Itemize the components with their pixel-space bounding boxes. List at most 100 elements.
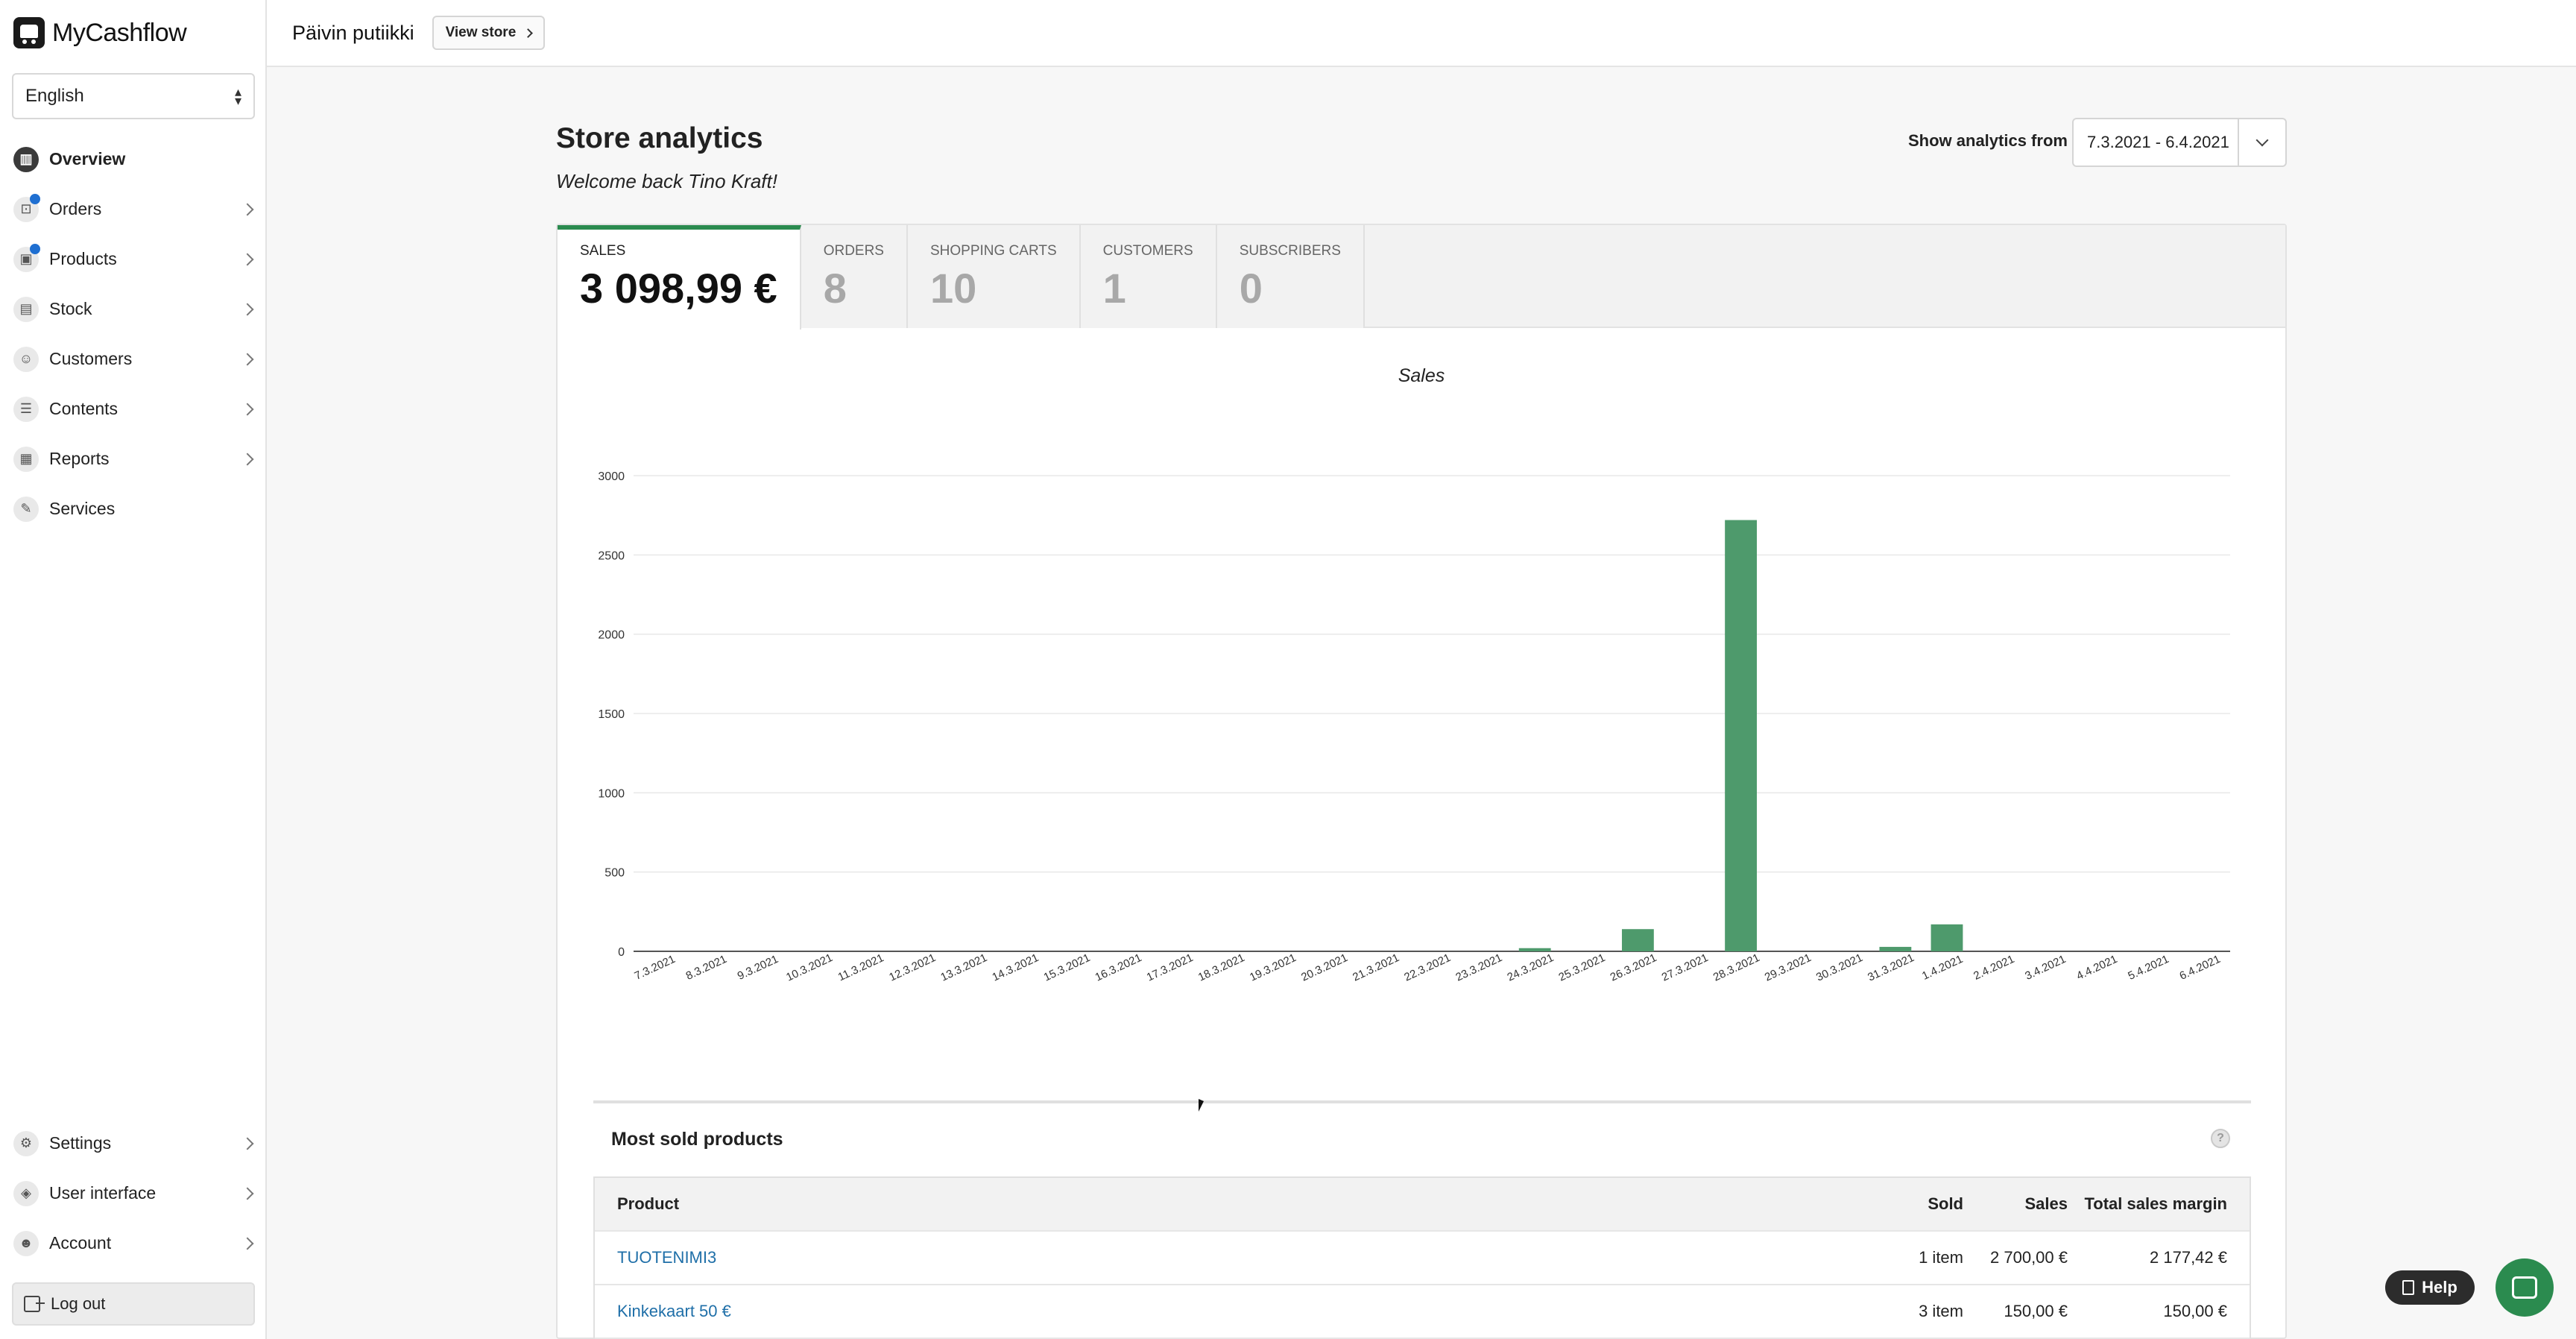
sidebar-item-label: Overview <box>49 149 126 168</box>
tab-value: 8 <box>823 265 847 312</box>
language-select[interactable]: English ▴ ▾ <box>12 73 255 119</box>
chevron-right-icon <box>241 303 254 315</box>
cart-logo-icon <box>13 17 45 48</box>
x-tick-label: 15.3.2021 <box>1042 951 1093 984</box>
chat-launcher-button[interactable] <box>2496 1258 2554 1317</box>
tab-shopping-carts[interactable]: SHOPPING CARTS 10 <box>907 225 1081 328</box>
x-tick-label: 19.3.2021 <box>1248 951 1298 984</box>
sidebar-item-products[interactable]: ▣ Products <box>0 234 267 284</box>
x-tick-label: 25.3.2021 <box>1557 951 1608 984</box>
sidebar-item-label: Orders <box>49 199 102 218</box>
sidebar-item-label: Stock <box>49 299 92 318</box>
date-range-dropdown-button[interactable] <box>2238 119 2285 166</box>
logout-label: Log out <box>51 1294 106 1313</box>
y-tick-label: 500 <box>604 867 625 880</box>
product-link[interactable]: Kinkekaart 50 € <box>617 1302 731 1320</box>
sidebar-item-stock[interactable]: ▤ Stock <box>0 284 267 334</box>
language-select-value: English <box>25 86 84 106</box>
help-label: Help <box>2422 1278 2457 1297</box>
gear-icon: ⚙ <box>13 1130 39 1156</box>
stock-icon: ▤ <box>13 296 39 322</box>
x-tick-label: 5.4.2021 <box>2126 953 2171 983</box>
view-store-label: View store <box>445 25 517 40</box>
user-icon: ☻ <box>13 1230 39 1256</box>
sidebar-item-contents[interactable]: ☰ Contents <box>0 384 267 434</box>
chevron-right-icon <box>241 453 254 465</box>
notification-dot <box>30 243 40 254</box>
analytics-card: SALES 3 098,99 € ORDERS 8 SHOPPING CARTS… <box>556 224 2287 1339</box>
tab-value: 3 098,99 € <box>580 265 777 312</box>
x-tick-label: 8.3.2021 <box>684 953 729 983</box>
date-range-label: Show analytics from <box>1908 131 2068 150</box>
sidebar-item-overview[interactable]: ▥ Overview <box>0 134 267 184</box>
tab-sales[interactable]: SALES 3 098,99 € <box>558 225 801 330</box>
sidebar-item-customers[interactable]: ☺ Customers <box>0 334 267 384</box>
updown-arrows-icon: ▴ ▾ <box>234 84 242 108</box>
tab-orders[interactable]: ORDERS 8 <box>801 225 908 328</box>
book-icon <box>2402 1280 2415 1295</box>
x-tick-label: 29.3.2021 <box>1763 951 1813 984</box>
bar <box>1931 924 1963 951</box>
tab-customers[interactable]: CUSTOMERS 1 <box>1080 225 1217 328</box>
tab-label: SALES <box>580 243 626 259</box>
help-question-icon[interactable]: ? <box>2211 1129 2230 1148</box>
tab-value: 1 <box>1102 265 1126 312</box>
y-tick-label: 2500 <box>598 549 625 562</box>
x-tick-label: 14.3.2021 <box>990 951 1041 984</box>
x-tick-label: 7.3.2021 <box>633 953 678 983</box>
bar <box>1725 520 1758 951</box>
product-link[interactable]: TUOTENIMI3 <box>617 1248 717 1267</box>
notification-dot <box>30 193 40 204</box>
chevron-right-icon <box>241 203 254 215</box>
view-store-button[interactable]: View store <box>432 16 546 50</box>
app-logo[interactable]: MyCashflow <box>13 16 187 49</box>
margin-cell: 2 177,42 € <box>2150 1248 2227 1267</box>
logout-icon <box>24 1296 45 1312</box>
column-header-product: Product <box>617 1194 680 1213</box>
x-tick-label: 3.4.2021 <box>2023 953 2068 983</box>
logout-button[interactable]: Log out <box>12 1282 255 1326</box>
sidebar-item-label: Products <box>49 249 117 268</box>
sidebar-item-services[interactable]: ✎ Services <box>0 484 267 534</box>
x-tick-label: 16.3.2021 <box>1093 951 1144 984</box>
sidebar-item-label: Contents <box>49 399 119 418</box>
chat-icon <box>2512 1276 2537 1299</box>
chevron-right-icon <box>241 1237 254 1250</box>
column-header-margin: Total sales margin <box>2084 1194 2227 1213</box>
bar <box>1879 947 1912 951</box>
sidebar-item-label: User interface <box>49 1183 157 1203</box>
x-tick-label: 26.3.2021 <box>1609 951 1659 984</box>
x-tick-label: 9.3.2021 <box>736 953 780 983</box>
sidebar-item-settings[interactable]: ⚙ Settings <box>0 1118 267 1168</box>
help-button[interactable]: Help <box>2385 1270 2475 1305</box>
tab-label: SHOPPING CARTS <box>929 243 1057 259</box>
y-tick-label: 2000 <box>598 629 625 642</box>
sidebar-item-reports[interactable]: ▦ Reports <box>0 434 267 484</box>
box-icon: ▣ <box>13 243 40 272</box>
x-tick-label: 22.3.2021 <box>1402 951 1453 984</box>
bar <box>1621 929 1654 951</box>
x-tick-label: 6.4.2021 <box>2177 953 2222 983</box>
sidebar-item-account[interactable]: ☻ Account <box>0 1218 267 1268</box>
x-tick-label: 24.3.2021 <box>1505 951 1556 984</box>
tab-value: 0 <box>1239 265 1263 312</box>
margin-cell: 150,00 € <box>2163 1302 2227 1320</box>
tab-subscribers[interactable]: SUBSCRIBERS 0 <box>1216 225 1365 328</box>
welcome-message: Welcome back Tino Kraft! <box>556 170 777 192</box>
chevron-right-icon <box>241 253 254 265</box>
sidebar-item-label: Settings <box>49 1133 112 1153</box>
x-tick-label: 17.3.2021 <box>1145 951 1196 984</box>
sidebar-item-user-interface[interactable]: ◈ User interface <box>0 1168 267 1218</box>
sidebar-item-label: Account <box>49 1233 112 1253</box>
topbar: Päivin putiikki View store <box>267 0 2576 67</box>
date-range-select[interactable]: 7.3.2021 - 6.4.2021 <box>2072 118 2287 167</box>
y-tick-label: 0 <box>618 946 625 959</box>
sidebar-item-label: Services <box>49 499 116 518</box>
chevron-down-icon <box>2255 133 2269 147</box>
chevron-right-icon <box>241 353 254 365</box>
sidebar-item-orders[interactable]: ⊡ Orders <box>0 184 267 234</box>
x-tick-label: 21.3.2021 <box>1351 951 1401 984</box>
bag-icon: ⊡ <box>13 193 40 222</box>
tab-label: ORDERS <box>823 243 884 259</box>
chevron-right-icon <box>241 1137 254 1150</box>
